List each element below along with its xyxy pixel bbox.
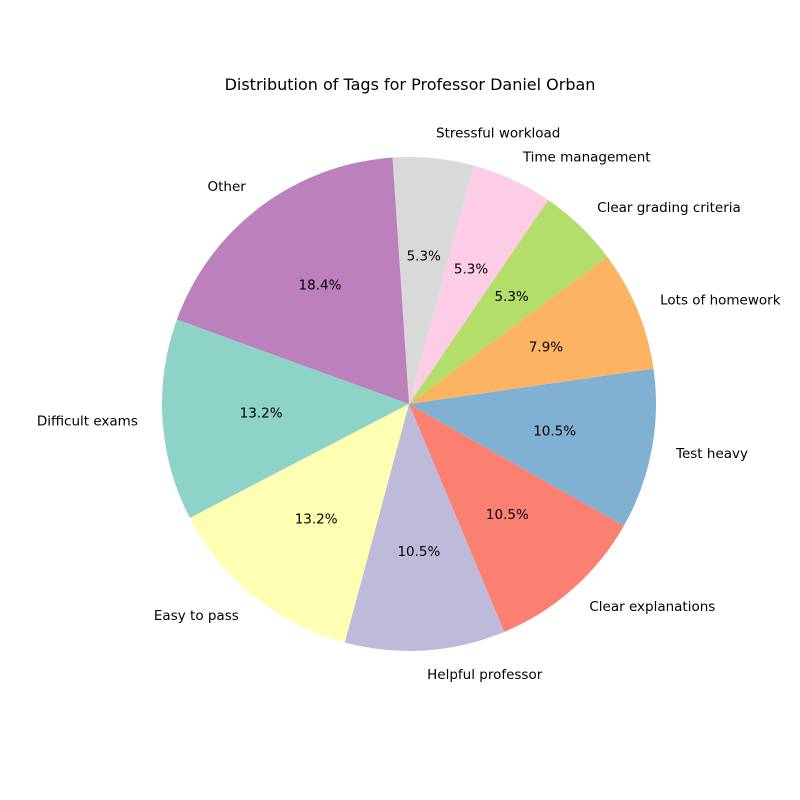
pie-slice-time-management bbox=[409, 165, 549, 404]
slice-percent-clear-explanations: 10.5% bbox=[486, 507, 529, 523]
slice-label-clear-explanations: Clear explanations bbox=[589, 599, 715, 615]
slice-percent-clear-grading-criteria: 5.3% bbox=[494, 289, 528, 305]
slice-label-test-heavy: Test heavy bbox=[675, 446, 748, 462]
slice-label-easy-to-pass: Easy to pass bbox=[154, 608, 239, 624]
pie-slice-stressful-workload bbox=[392, 157, 474, 404]
pie-slice-test-heavy bbox=[409, 368, 656, 526]
slice-percent-easy-to-pass: 13.2% bbox=[295, 512, 338, 528]
slice-percent-lots-of-homework: 7.9% bbox=[529, 339, 563, 355]
slice-percent-difficult-exams: 13.2% bbox=[240, 406, 283, 422]
slice-percent-labels: 13.2% 13.2% 10.5% 10.5% 10.5% 7.9% 5.3% 5.3% 5.3… bbox=[240, 249, 577, 560]
slice-label-stressful-workload: Stressful workload bbox=[436, 126, 560, 142]
slice-percent-stressful-workload: 5.3% bbox=[407, 249, 441, 265]
slice-label-lots-of-homework: Lots of homework bbox=[660, 292, 781, 308]
pie-slice-difficult-exams bbox=[162, 319, 409, 518]
slice-percent-helpful-professor: 10.5% bbox=[397, 544, 440, 560]
slice-label-other: Other bbox=[207, 179, 246, 195]
slice-percent-test-heavy: 10.5% bbox=[533, 423, 576, 439]
pie-slice-easy-to-pass bbox=[189, 404, 409, 643]
pie-slice-helpful-professor bbox=[344, 404, 505, 651]
slice-label-clear-grading-criteria: Clear grading criteria bbox=[597, 200, 741, 216]
slice-label-helpful-professor: Helpful professor bbox=[427, 667, 543, 683]
slice-label-difficult-exams: Difficult exams bbox=[37, 414, 138, 430]
chart-title: Distribution of Tags for Professor Danie… bbox=[225, 75, 596, 94]
slice-labels: Difficult exams Easy to pass Helpful profe… bbox=[37, 126, 781, 683]
pie-slice-clear-explanations bbox=[409, 404, 624, 632]
pie-slices bbox=[162, 157, 656, 651]
pie-slice-lots-of-homework bbox=[409, 256, 654, 404]
pie-slice-other bbox=[176, 157, 409, 404]
pie-slice-clear-grading-criteria bbox=[409, 199, 608, 404]
slice-percent-time-management: 5.3% bbox=[454, 261, 488, 277]
slice-label-time-management: Time management bbox=[522, 149, 651, 165]
slice-percent-other: 18.4% bbox=[299, 278, 342, 294]
